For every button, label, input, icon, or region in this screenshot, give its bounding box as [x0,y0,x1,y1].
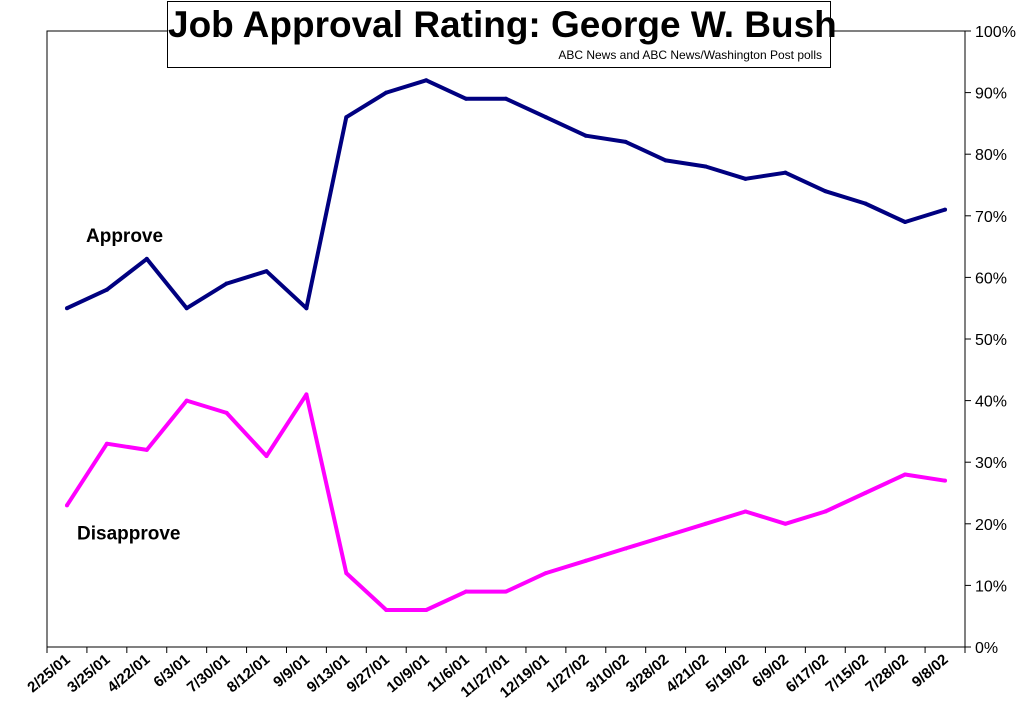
data-point-approve [344,115,349,120]
data-point-disapprove [703,521,708,526]
x-tick-label: 3/10/02 [583,651,632,696]
y-tick-label: 20% [975,517,1007,534]
data-point-approve [384,90,389,95]
y-tick-label: 10% [975,578,1007,595]
data-point-approve [903,219,908,224]
x-tick-label: 10/9/01 [383,651,432,696]
y-tick-label: 70% [975,209,1007,226]
data-point-disapprove [783,521,788,526]
data-point-disapprove [943,478,948,483]
x-tick-label: 3/28/02 [623,651,672,696]
x-axis: 2/25/013/25/014/22/016/3/017/30/018/12/0… [24,647,966,702]
data-point-disapprove [344,571,349,576]
y-tick-label: 0% [975,640,998,657]
x-tick-label: 1/27/02 [543,651,592,696]
data-point-disapprove [184,398,189,403]
y-tick-label: 60% [975,270,1007,287]
data-point-approve [104,287,109,292]
data-point-disapprove [583,558,588,563]
x-tick-label: 4/22/01 [104,651,153,696]
data-point-disapprove [663,534,668,539]
x-tick-label: 7/15/02 [823,651,872,696]
series-label-disapprove: Disapprove [77,523,180,544]
series-labels: Approve Disapprove [77,226,180,544]
data-point-approve [64,306,69,311]
data-point-disapprove [903,472,908,477]
data-point-approve [663,158,668,163]
data-point-disapprove [104,441,109,446]
data-point-approve [543,115,548,120]
y-axis: 0% 10% 20% 30% 40% 50% 60% 70% 80% 90% 100% [965,24,1016,657]
data-point-approve [943,207,948,212]
x-tick-label: 2/25/01 [24,651,73,696]
data-point-disapprove [543,571,548,576]
data-point-approve [424,78,429,83]
series-label-approve: Approve [86,226,163,247]
data-point-approve [504,96,508,101]
x-tick-label: 3/25/01 [64,651,113,696]
data-point-disapprove [743,509,748,514]
data-point-disapprove [384,608,389,613]
data-point-approve [184,306,189,311]
data-point-disapprove [64,503,69,508]
x-tick-label: 5/19/02 [703,651,752,696]
data-point-disapprove [264,454,269,459]
y-tick-label: 90% [975,86,1007,103]
chart-title: Job Approval Rating: George W. Bush [168,4,837,45]
y-tick-label: 100% [975,24,1016,41]
data-point-disapprove [623,546,628,551]
data-point-disapprove [144,447,149,452]
y-tick-label: 40% [975,394,1007,411]
y-tick-label: 50% [975,332,1007,349]
x-tick-label: 6/17/02 [783,651,832,696]
plot-area [46,30,966,648]
data-point-disapprove [863,491,868,495]
x-tick-label: 9/13/01 [304,651,353,696]
data-point-approve [783,170,788,175]
data-point-approve [304,306,309,311]
x-tick-label: 9/8/02 [909,651,952,691]
data-point-disapprove [823,509,828,514]
data-point-approve [264,269,269,274]
data-point-disapprove [224,410,229,415]
x-tick-label: 4/21/02 [663,651,712,696]
data-point-approve [823,189,828,194]
x-tick-label: 8/12/01 [224,651,273,696]
x-tick-label: 7/30/01 [184,651,233,696]
x-tick-label: 9/27/01 [344,651,393,696]
series-layer [64,78,948,613]
data-point-approve [224,281,229,286]
data-point-approve [703,164,708,169]
data-point-approve [863,201,868,206]
y-tick-label: 30% [975,455,1007,472]
data-point-disapprove [504,589,508,594]
data-point-approve [743,176,748,181]
data-point-disapprove [304,392,309,397]
title-box: Job Approval Rating: George W. Bush ABC … [167,1,837,68]
data-point-approve [464,96,469,101]
data-point-approve [144,256,149,261]
chart-subtitle: ABC News and ABC News/Washington Post po… [558,48,822,62]
data-point-disapprove [464,589,469,594]
data-point-approve [623,139,628,144]
x-tick-label: 7/28/02 [862,651,911,696]
data-point-disapprove [424,608,429,613]
data-point-approve [583,133,588,138]
y-tick-label: 80% [975,147,1007,164]
